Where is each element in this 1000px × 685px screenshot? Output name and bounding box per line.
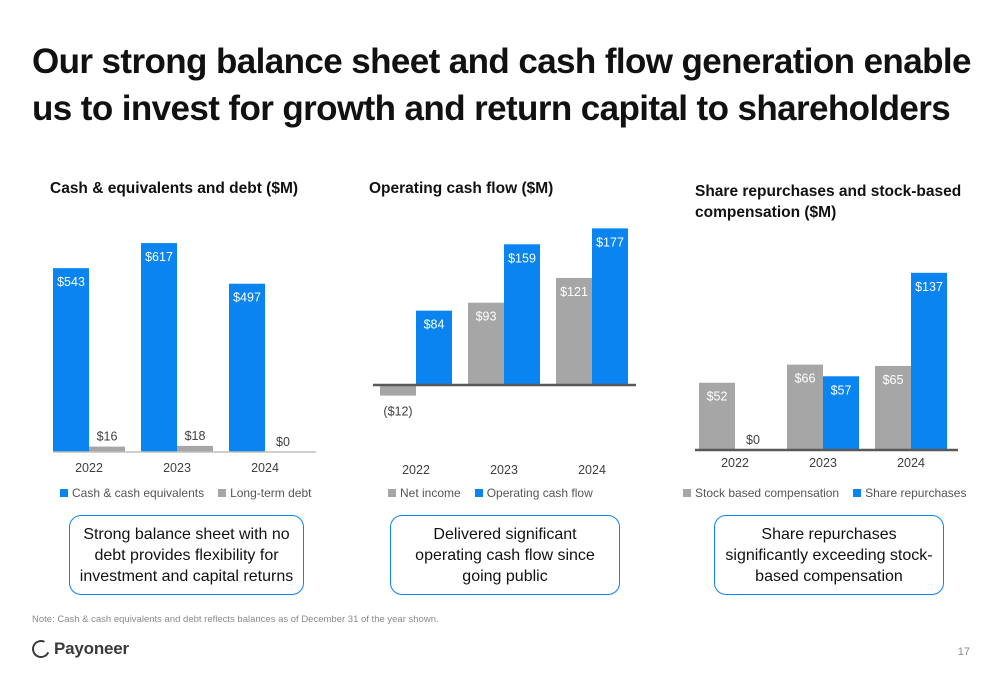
legend-item-debt: Long-term debt	[218, 486, 311, 500]
legend-label-debt: Long-term debt	[230, 486, 312, 500]
legend-swatch-debt	[218, 489, 227, 497]
legend-label-share-repurchases: Share repurchases	[865, 486, 967, 500]
legend-swatch-stock-comp	[683, 489, 691, 497]
category-label-2024: 2024	[897, 456, 925, 470]
data-label-2023-cash-cash-equivalents: $617	[145, 250, 173, 264]
category-label-2024: 2024	[578, 463, 606, 477]
bar-2023-operating-cash-flow	[504, 244, 540, 385]
bar-2023-stock-based-compensation	[787, 364, 823, 450]
bar-2024-stock-based-compensation	[875, 365, 911, 450]
chart-title-share-repurchases: Share repurchases and stock-based compen…	[695, 183, 962, 221]
data-label-2023-long-term-debt: $18	[185, 429, 206, 443]
cash-debt-legend: Cash & cash equivalents Long-term debt	[60, 486, 311, 500]
bar-2022-operating-cash-flow	[416, 310, 452, 385]
data-label-2024-long-term-debt: $0	[276, 435, 290, 449]
legend-label-operating-cash-flow: Operating cash flow	[486, 486, 593, 500]
data-label-2023-share-repurchases: $57	[831, 383, 852, 397]
bar-2024-cash-cash-equivalents	[229, 283, 265, 452]
chart-title-cash-debt: Cash & equivalents and debt ($M)	[50, 180, 299, 197]
data-label-2023-stock-based-compensation: $66	[795, 372, 816, 386]
data-label-2024-cash-cash-equivalents: $497	[233, 291, 261, 305]
callout-balance-sheet: Strong balance sheet with no debt provid…	[69, 515, 304, 595]
category-label-2022: 2022	[721, 456, 749, 470]
bar-2022-net-income	[380, 385, 416, 396]
share-repurchases-chart: $52 $0 2022 $66 $57 2023 $65 $137 2024	[695, 272, 958, 470]
bar-2024-share-repurchases	[911, 272, 947, 450]
category-label-2023: 2023	[490, 463, 518, 477]
data-label-2022-share-repurchases: $0	[746, 433, 760, 447]
bar-2023-cash-cash-equivalents	[141, 243, 177, 452]
callout-operating-cash-flow: Delivered significant operating cash flo…	[390, 515, 620, 595]
callout-share-repurchases: Share repurchases significantly exceedin…	[714, 515, 944, 595]
data-label-2022-long-term-debt: $16	[97, 430, 118, 444]
legend-item-operating-cash-flow: Operating cash flow	[474, 486, 593, 500]
bar-2022-long-term-debt	[89, 446, 125, 452]
legend-item-share-repurchases: Share repurchases	[853, 486, 966, 500]
legend-swatch-share-repurchases	[853, 489, 862, 497]
payoneer-logo-icon	[29, 637, 53, 661]
legend-label-stock-comp: Stock based compensation	[695, 486, 840, 500]
data-label-2022-operating-cash-flow: $84	[424, 318, 445, 332]
bar-2023-long-term-debt	[177, 445, 213, 452]
cash-debt-chart: $543 $16 2022 $617 $18 2023 $497 $0 2024	[53, 243, 316, 475]
legend-swatch-net-income	[388, 489, 396, 497]
legend-swatch-operating-cash-flow	[474, 489, 483, 497]
bar-2023-net-income	[468, 302, 504, 385]
category-label-2022: 2022	[75, 461, 103, 475]
operating-cash-flow-legend: Net income Operating cash flow	[388, 486, 593, 500]
bar-2023-share-repurchases	[823, 376, 859, 450]
data-label-2024-stock-based-compensation: $65	[883, 373, 904, 387]
legend-item-net-income: Net income	[388, 486, 461, 500]
data-label-2022-net-income: ($12)	[383, 405, 412, 419]
category-label-2022: 2022	[402, 463, 430, 477]
data-label-2022-stock-based-compensation: $52	[707, 390, 728, 404]
data-label-2023-net-income: $93	[476, 310, 497, 324]
data-label-2024-share-repurchases: $137	[915, 280, 943, 294]
category-label-2023: 2023	[809, 456, 837, 470]
bar-2022-stock-based-compensation	[699, 382, 735, 450]
footnote: Note: Cash & cash equivalents and debt r…	[32, 614, 439, 625]
bar-2024-operating-cash-flow	[592, 228, 628, 385]
operating-cash-flow-chart: ($12) $84 2022 $93 $159 2023 $121 $177 2024	[373, 228, 636, 477]
category-label-2023: 2023	[163, 461, 191, 475]
legend-label-net-income: Net income	[400, 486, 461, 500]
data-label-2022-cash-cash-equivalents: $543	[57, 275, 85, 289]
legend-item-cash: Cash & cash equivalents	[60, 486, 204, 500]
payoneer-logo-text: Payoneer	[54, 639, 129, 658]
page-number: 17	[957, 646, 970, 658]
data-label-2024-net-income: $121	[560, 285, 588, 299]
data-label-2024-operating-cash-flow: $177	[596, 235, 624, 249]
category-label-2024: 2024	[251, 461, 279, 475]
share-repurchases-legend: Stock based compensation Share repurchas…	[683, 486, 966, 500]
legend-item-stock-comp: Stock based compensation	[683, 486, 839, 500]
payoneer-logo: Payoneer	[29, 637, 129, 661]
slide-title: Our strong balance sheet and cash flow g…	[32, 42, 971, 128]
legend-label-cash: Cash & cash equivalents	[72, 486, 205, 500]
bar-2024-net-income	[556, 277, 592, 385]
legend-swatch-cash	[60, 489, 68, 497]
chart-title-operating-cash-flow: Operating cash flow ($M)	[369, 180, 554, 197]
bar-2022-cash-cash-equivalents	[53, 268, 89, 452]
data-label-2023-operating-cash-flow: $159	[508, 251, 536, 265]
